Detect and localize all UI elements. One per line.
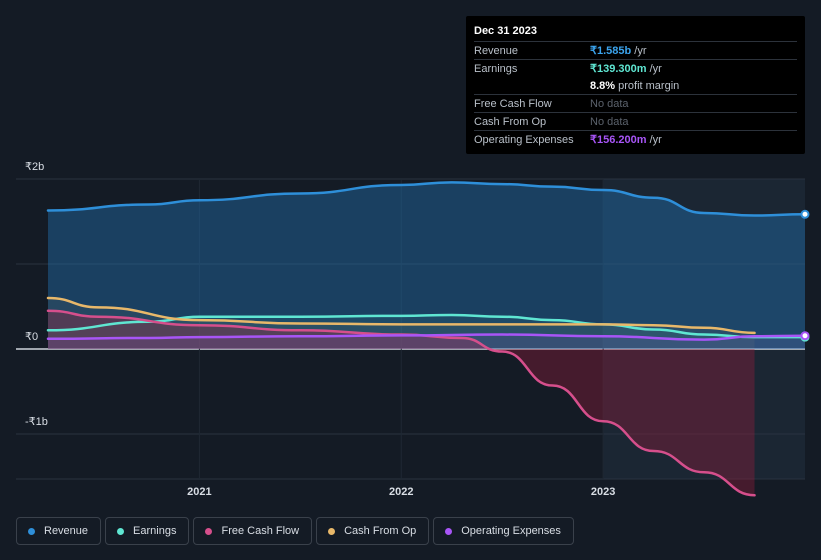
tooltip-row-value: No data <box>590 115 629 128</box>
tooltip-row-value: No data <box>590 97 629 110</box>
series-end-marker <box>800 331 810 341</box>
tooltip-row-label: Free Cash Flow <box>474 97 552 110</box>
legend-label: Revenue <box>44 525 89 537</box>
series-line <box>46 181 807 217</box>
legend-label: Operating Expenses <box>461 525 561 537</box>
y-tick-label: ₹0 <box>25 331 38 343</box>
series-markers <box>800 209 810 342</box>
tooltip-row-value: ₹1.585b /yr <box>590 45 647 57</box>
series-line <box>46 333 807 341</box>
tooltip-date: Dec 31 2023 <box>474 25 537 37</box>
tooltip-row: Cash From Op No data <box>474 112 797 130</box>
legend-dot-icon <box>328 527 336 535</box>
y-tick-label: ₹2b <box>25 161 44 173</box>
legend-dot-icon <box>117 527 125 535</box>
tooltip-row: Revenue ₹1.585b /yr <box>474 41 797 59</box>
x-tick-label: 2023 <box>591 486 615 498</box>
tooltip-row-value: ₹139.300m /yr <box>590 63 662 75</box>
x-tick-label: 2022 <box>389 486 413 498</box>
series-area <box>48 310 755 496</box>
series-line <box>46 313 807 339</box>
tooltip-rows: Revenue ₹1.585b /yr Earnings ₹139.300m /yr 8… <box>474 41 797 148</box>
legend-item[interactable]: Free Cash Flow <box>193 517 313 545</box>
y-axis: ₹2b ₹0 -₹1b <box>25 161 48 428</box>
legend-item[interactable]: Operating Expenses <box>433 517 574 545</box>
tooltip-row-label: Cash From Op <box>474 115 547 128</box>
tooltip-row-label: Earnings <box>474 62 518 75</box>
tooltip-row-value: 8.8% profit margin <box>590 79 680 92</box>
series-area <box>48 315 805 349</box>
legend-dot-icon <box>205 527 213 535</box>
tooltip-row-value: ₹156.200m /yr <box>590 134 662 146</box>
series-line <box>46 309 756 497</box>
tooltip-row: Earnings ₹139.300m /yr <box>474 59 797 77</box>
series-line <box>46 296 756 335</box>
legend-item[interactable]: Earnings <box>105 517 190 545</box>
series-area <box>48 334 805 349</box>
legend-item[interactable]: Revenue <box>16 517 102 545</box>
series-end-marker <box>800 209 810 219</box>
tooltip-row-label: Operating Expenses <box>474 133 574 146</box>
series-lines <box>46 181 807 497</box>
legend-label: Free Cash Flow <box>221 525 300 537</box>
legend: Revenue Earnings Free Cash Flow Cash From O… <box>16 517 574 545</box>
legend-label: Cash From Op <box>344 525 417 537</box>
legend-dot-icon <box>28 527 35 535</box>
y-tick-label: -₹1b <box>25 416 48 428</box>
tooltip-row-label: Revenue <box>474 44 519 57</box>
legend-item[interactable]: Cash From Op <box>316 517 430 545</box>
series-area <box>48 182 805 349</box>
x-axis: 2021 2022 2023 <box>187 486 615 498</box>
gridlines <box>16 178 805 480</box>
tooltip-row: Free Cash Flow No data <box>474 94 797 112</box>
legend-label: Earnings <box>133 525 177 537</box>
legend-dot-icon <box>445 527 453 535</box>
tooltip: Dec 31 2023 Revenue ₹1.585b /yr Earnings ₹1… <box>466 16 805 154</box>
tooltip-row: Operating Expenses ₹156.200m /yr <box>474 130 797 148</box>
tooltip-row: 8.8% profit margin <box>474 77 797 94</box>
x-tick-label: 2021 <box>187 486 211 498</box>
